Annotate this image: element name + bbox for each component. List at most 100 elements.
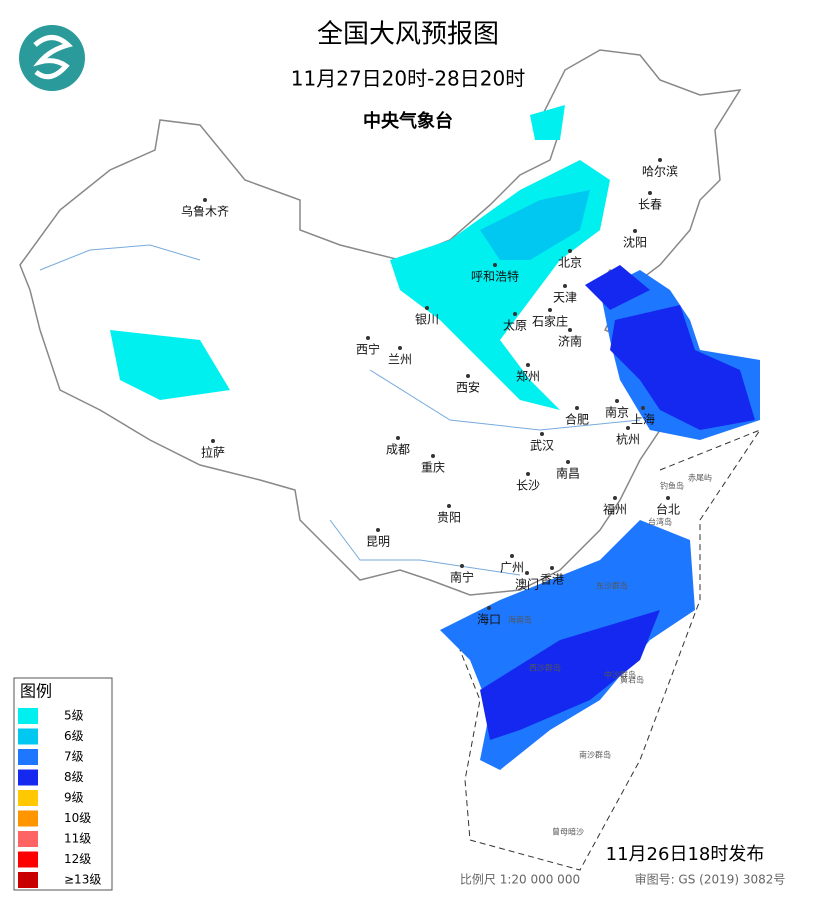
city-label: 重庆 [421,461,445,475]
city-dot [487,606,491,610]
scale: 比例尺 1:20 000 000 [460,873,580,887]
legend-swatch [18,831,38,847]
legend-swatch [18,810,38,827]
legend-label: 6级 [64,729,84,743]
city-dot [658,158,662,162]
city-dot [633,229,637,233]
legend-swatch [18,851,38,868]
island-label: 黄岩岛 [620,675,644,685]
city-label: 乌鲁木齐 [181,204,229,219]
city-label: 福州 [603,502,627,517]
issued: 11月26日18时发布 [606,844,765,865]
wind-areas [110,105,760,770]
city-dot [431,454,435,458]
legend-label: 8级 [64,770,84,784]
city-dot [211,439,215,443]
city-dot [396,436,400,440]
city-dot [568,249,572,253]
legend-label: ≥13级 [64,873,101,887]
island-label: 台湾岛 [648,517,672,527]
wind-area [480,610,660,740]
city-label: 沈阳 [623,235,647,250]
island-label: 赤尾屿 [688,474,712,483]
city-label: 天津 [553,291,577,305]
city-label: 呼和浩特 [471,269,519,284]
city-label: 拉萨 [201,445,225,460]
legend-label: 5级 [64,709,84,723]
city-dot [626,426,630,430]
legend-title: 图例 [20,682,52,701]
city-label: 澳门 [515,577,539,592]
legend-label: 12级 [64,852,91,866]
city-label: 上海 [631,412,655,427]
city-dot [525,571,529,575]
city-label: 香港 [540,573,564,587]
city-dot [648,191,652,195]
island-label: 海南岛 [508,615,532,625]
island-label: 中沙群岛 [604,670,636,680]
city-label: 郑州 [516,369,540,384]
wind-area [480,190,590,260]
city-dot [613,496,617,500]
legend-label: 11级 [64,832,91,846]
legend-swatch [18,769,38,786]
city-dot [550,566,554,570]
island-label: 曾母暗沙 [552,827,584,837]
subtitle: 11月27日20时-28日20时 [291,67,525,91]
city-label: 杭州 [616,432,640,447]
maritime-boundary [459,428,762,871]
city-dot [526,363,530,367]
city-dot [376,528,380,532]
city-label: 贵阳 [437,511,461,525]
city-label: 广州 [500,561,524,575]
legend-label: 7级 [64,750,84,764]
city-dot [641,406,645,410]
city-dot [575,406,579,410]
city-label: 昆明 [366,535,390,549]
city-label: 济南 [558,334,582,349]
city-dot [460,564,464,568]
island-label: 东沙群岛 [596,581,628,591]
city-dot [513,312,517,316]
city-dot [540,432,544,436]
city-label: 北京 [558,256,582,270]
city-label: 长沙 [516,479,540,493]
city-dot [466,374,470,378]
city-label: 武汉 [530,439,554,453]
title: 全国大风预报图 [317,20,499,50]
city-label: 南宁 [450,570,474,585]
wind-area [610,305,755,430]
legend-label: 9级 [64,791,84,805]
city-dot [447,504,451,508]
city-dot [566,460,570,464]
city-dot [666,496,670,500]
island-label: 西沙群岛 [529,663,561,673]
city-dot [510,554,514,558]
city-dot [563,284,567,288]
city-label: 长春 [638,198,662,212]
city-dot [548,308,552,312]
city-label: 台北 [656,502,680,517]
city-dot [568,328,572,332]
city-label: 兰州 [388,353,412,367]
city-dot [398,346,402,350]
city-label: 海口 [477,612,501,627]
city-label: 哈尔滨 [642,164,678,179]
city-label: 西安 [456,380,480,395]
logo-mark [33,35,73,80]
city-dot [493,263,497,267]
city-label: 南昌 [556,466,580,481]
city-label: 太原 [503,318,527,333]
river [369,369,641,431]
river [39,244,201,271]
river [329,519,521,576]
approval: 审图号: GS (2019) 3082号 [635,872,786,887]
city-dot [615,399,619,403]
city-label: 石家庄 [532,314,568,329]
wind-area [530,105,565,140]
legend-swatch [18,872,38,888]
city-label: 西宁 [356,342,380,357]
island-label: 南沙群岛 [579,750,611,760]
legend-swatch [18,728,38,745]
city-label: 南京 [605,405,629,420]
